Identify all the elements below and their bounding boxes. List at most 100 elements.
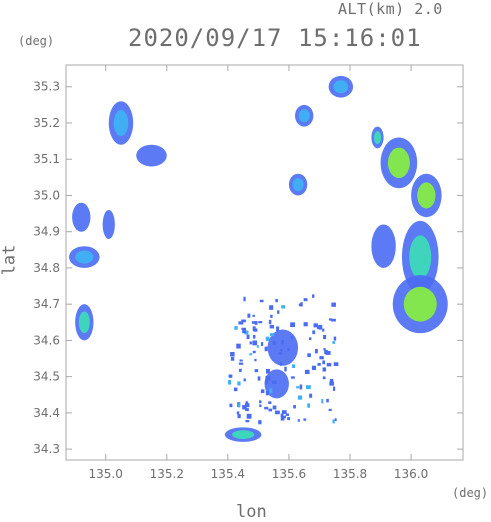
altitude-label: ALT(km) 2.0 [338,0,443,18]
echo-speckle [237,381,241,386]
echo-speckle [236,411,240,415]
echo-speckle [304,369,310,375]
echo-speckle [334,418,337,422]
echo-speckle [332,419,335,424]
y-tick-label: 34.3 [33,442,60,456]
echo-speckle [259,299,264,303]
echo-speckle [229,403,233,408]
tick-layer: 135.0 135.2 135.4 135.6 135.8 136.0 34.3 34.4 34… [33,65,463,481]
echo-speckle [269,305,274,310]
echo-speckle [319,356,324,360]
echo-core-3 [373,130,382,144]
echo-speckle [331,302,336,307]
echo-speckle [252,350,256,354]
timestamp-title: 2020/09/17 15:16:01 [128,24,422,52]
echo-speckle [287,348,290,352]
echo-speckle [307,403,311,408]
x-tick-label: 135.0 [89,467,123,481]
echo-speckle [322,367,327,372]
echo-speckle [279,361,282,366]
x-tick-label: 135.4 [211,467,245,481]
echo-speckle [281,410,287,414]
echo-speckle [314,348,318,354]
echo-speckle [300,302,303,307]
echo-speckle [254,321,258,325]
echo-speckle [280,413,284,418]
echo-speckle [233,387,238,392]
y-tick-label: 34.7 [33,297,60,311]
echo-region-15 [267,329,299,366]
echo-speckle [253,328,258,332]
echo-speckle [258,321,263,324]
echo-core-1 [298,109,310,123]
echo-speckle [268,319,272,325]
echo-speckle [290,376,295,379]
echo-speckle [306,385,311,390]
echo-speckle [284,366,287,372]
echo-speckle [264,406,269,410]
echo-speckle [244,330,249,335]
echo-speckle [265,336,270,341]
echo-speckle [321,398,324,404]
echo-speckle [276,326,280,332]
echo-speckle [326,398,329,403]
echo-speckle [278,352,283,355]
echo-speckle [241,319,246,323]
echo-speckle [257,376,261,381]
echo-speckle [322,328,325,332]
echo-region-9 [102,209,115,239]
echo-core-0 [113,109,129,137]
echo-speckle [303,418,307,421]
echo-speckle [298,303,302,307]
echo-speckle [322,376,326,380]
echo-speckle [268,408,273,412]
echo-speckle [271,380,277,384]
echo-speckle [275,298,278,303]
echo-speckle [245,420,250,423]
echo-speckle [293,405,296,409]
echo-speckle [238,362,244,365]
echo-speckle [332,341,336,344]
y-tick-label: 34.5 [33,370,60,384]
echo-speckle [322,360,326,365]
echo-speckle [328,318,333,321]
echo-core-12 [409,235,432,279]
echo-core-2 [333,80,349,94]
echo-speckle [252,314,255,317]
echo-speckle [324,349,328,355]
x-tick-label: 135.8 [333,467,367,481]
y-tick-label: 34.9 [33,225,60,239]
echo-speckle [256,345,259,348]
echo-speckle [297,395,303,400]
echo-speckle [254,358,257,362]
echo-layer [69,75,448,442]
y-tick-label: 35.0 [33,188,60,202]
echo-speckle [242,404,247,410]
echo-speckle [323,334,327,340]
echo-speckle [251,321,256,324]
echo-core-7 [417,182,436,209]
echo-core-10 [75,250,94,264]
echo-speckle [252,334,256,339]
echo-speckle [317,362,321,366]
echo-speckle [245,401,249,405]
echo-speckle [237,414,241,419]
echo-speckle [252,340,258,346]
echo-speckle [332,386,336,391]
echo-speckle [269,388,273,394]
echo-speckle [236,343,241,349]
x-tick-label: 136.0 [394,467,428,481]
echo-speckle [244,403,250,408]
echo-speckle [272,405,277,410]
y-tick-label: 35.1 [33,152,60,166]
echo-speckle [265,390,269,396]
echo-speckle [234,326,238,330]
echo-speckle [258,420,262,425]
y-tick-label: 34.8 [33,261,60,275]
echo-speckle [331,318,336,322]
echo-speckle [268,401,272,405]
echo-speckle [264,346,268,352]
y-tick-label: 35.3 [33,80,60,94]
echo-speckle [329,378,334,383]
